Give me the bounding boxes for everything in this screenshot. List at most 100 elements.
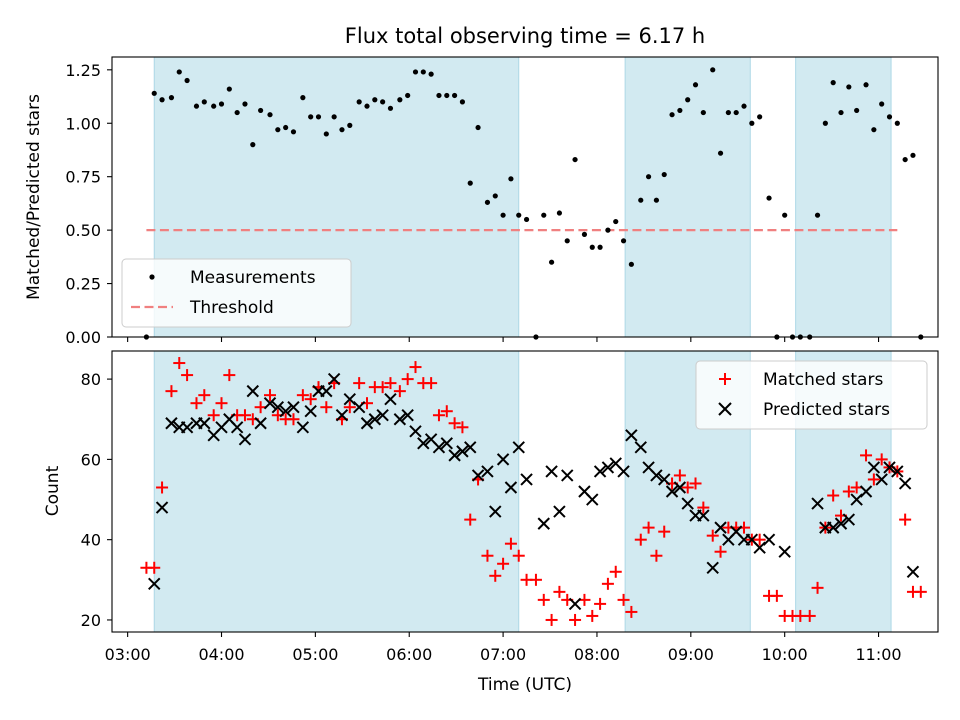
- chart-title: Flux total observing time = 6.17 h: [345, 24, 705, 48]
- marker-stroke: [729, 525, 743, 538]
- marker-stroke: [180, 421, 194, 434]
- marker-stroke: [464, 441, 477, 454]
- measurement-point: [492, 193, 498, 199]
- x-tick-label: 06:00: [386, 645, 432, 664]
- legend-matched-label: Matched stars: [763, 370, 883, 390]
- matched-star-point: [689, 477, 702, 490]
- marker-stroke: [697, 509, 710, 522]
- matched-star-point: [617, 593, 630, 606]
- measurement-point: [397, 97, 403, 103]
- matched-star-point: [432, 409, 445, 422]
- y-tick-label: 1.25: [65, 61, 101, 80]
- legend-measurements-label: Measurements: [190, 268, 316, 288]
- predicted-star-point: [762, 533, 776, 546]
- matched-star-point: [625, 605, 638, 618]
- measurement-point: [653, 197, 660, 203]
- matched-star-point: [207, 409, 220, 422]
- matched-star-point: [681, 481, 694, 494]
- matched-star-point: [393, 385, 406, 398]
- matched-star-point: [553, 585, 566, 598]
- matched-star-point: [512, 549, 525, 562]
- marker-stroke: [296, 421, 310, 434]
- matched-star-point: [320, 401, 333, 414]
- measurement-point: [308, 114, 314, 120]
- predicted-star-point: [440, 437, 453, 450]
- measurement-point: [300, 95, 306, 101]
- predicted-star-point: [448, 449, 461, 462]
- measurement-point: [572, 156, 578, 163]
- measurement-point: [211, 103, 217, 109]
- predicted-star-point: [409, 425, 422, 438]
- measurement-point: [459, 99, 466, 105]
- predicted-star-point: [826, 521, 840, 534]
- marker-stroke: [246, 384, 260, 398]
- marker-stroke: [898, 477, 912, 490]
- marker-stroke: [223, 413, 236, 426]
- measurement-point: [151, 90, 157, 96]
- marker-stroke: [271, 400, 285, 414]
- measurement-point: [700, 109, 706, 116]
- measurement-point: [863, 82, 869, 88]
- measurement-point: [500, 212, 506, 218]
- measurement-point: [894, 120, 900, 126]
- marker-stroke: [601, 461, 615, 474]
- marker-stroke: [537, 517, 550, 530]
- predicted-star-point: [593, 465, 607, 478]
- predicted-star-point: [320, 384, 333, 398]
- matched-star-point: [497, 557, 510, 570]
- measurement-point: [717, 150, 724, 156]
- predicted-star-point: [665, 485, 679, 498]
- measurement-point: [581, 231, 588, 238]
- matched-star-point: [753, 533, 766, 546]
- measurement-point: [452, 92, 458, 99]
- measurement-point: [412, 69, 419, 75]
- matched-star-point: [658, 525, 671, 538]
- measurement-point: [323, 131, 329, 137]
- measurement-point: [814, 212, 821, 218]
- top-y-ticks: 0.00 0.25 0.50 0.75 1.00 1.25: [65, 61, 112, 347]
- marker-stroke: [609, 457, 622, 470]
- measurement-point: [854, 107, 860, 114]
- predicted-star-point: [432, 441, 446, 454]
- marker-stroke: [568, 597, 582, 611]
- marker-stroke: [593, 465, 607, 478]
- marker-stroke: [263, 396, 277, 410]
- matched-star-point: [401, 373, 414, 386]
- predicted-star-point: [537, 517, 550, 530]
- marker-stroke: [254, 417, 267, 430]
- matched-star-point: [264, 389, 277, 402]
- marker-stroke: [376, 409, 389, 422]
- measurement-point: [516, 212, 522, 218]
- y-tick-label: 40: [81, 531, 101, 550]
- measurement-point: [879, 101, 885, 107]
- measurement-point: [638, 197, 644, 203]
- matched-star-point: [875, 453, 888, 466]
- marker-stroke: [148, 577, 161, 591]
- matched-star-point: [376, 381, 389, 394]
- measurement-point: [613, 218, 619, 225]
- marker-stroke: [578, 485, 591, 498]
- predicted-star-point: [658, 473, 671, 486]
- observation-window-band: [153, 350, 520, 633]
- predicted-star-point: [464, 441, 477, 454]
- measurement-point: [250, 142, 256, 148]
- matched-star-point: [448, 417, 461, 430]
- predicted-star-point: [304, 405, 317, 418]
- matched-star-point: [594, 597, 607, 610]
- marker-stroke: [165, 417, 178, 430]
- matched-star-point: [425, 377, 438, 390]
- measurement-point: [420, 69, 426, 75]
- top-observation-shading: [153, 56, 892, 338]
- matched-star-point: [456, 421, 469, 434]
- matched-star-point: [842, 485, 855, 498]
- measurement-point: [184, 77, 190, 84]
- marker-stroke: [304, 405, 317, 418]
- predicted-star-point: [512, 441, 525, 454]
- predicted-star-point: [875, 473, 888, 486]
- predicted-star-point: [489, 505, 502, 518]
- marker-stroke: [617, 465, 630, 478]
- marker-stroke: [642, 461, 655, 474]
- marker-stroke: [335, 409, 349, 422]
- matched-star-point: [642, 521, 655, 534]
- marker-stroke: [384, 392, 397, 406]
